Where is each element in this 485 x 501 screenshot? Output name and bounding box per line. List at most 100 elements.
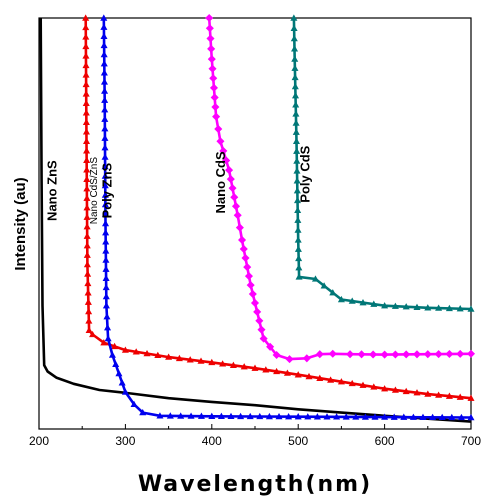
data-point: [82, 90, 90, 97]
data-point: [101, 125, 109, 132]
data-point: [241, 253, 250, 263]
data-point: [121, 388, 129, 395]
data-point: [315, 350, 324, 359]
data-point: [166, 412, 174, 419]
data-point: [175, 354, 183, 362]
data-point: [295, 273, 303, 280]
data-point: [84, 289, 92, 296]
series-label-nano-cds: Nano CdS: [213, 151, 228, 213]
data-point: [208, 358, 216, 366]
data-point: [293, 187, 301, 194]
data-point: [177, 412, 185, 419]
data-point: [82, 52, 90, 59]
data-point: [84, 270, 92, 277]
data-point: [85, 326, 93, 334]
data-point: [272, 350, 281, 360]
data-point: [100, 78, 108, 85]
data-point: [187, 412, 195, 419]
data-point: [226, 175, 235, 184]
data-point: [381, 302, 389, 309]
data-point: [253, 307, 262, 316]
data-point: [292, 110, 300, 117]
data-point: [100, 41, 108, 49]
data-point: [419, 413, 427, 420]
series-label-poly-cds: Poly CdS: [297, 145, 312, 202]
data-point: [342, 413, 350, 420]
data-point: [348, 297, 356, 304]
data-point: [262, 366, 270, 373]
data-point: [82, 71, 90, 78]
data-point: [295, 264, 303, 271]
data-point: [305, 372, 313, 380]
data-point: [83, 156, 91, 163]
data-point: [445, 392, 453, 399]
data-point: [390, 413, 398, 420]
data-point: [100, 60, 108, 67]
data-point: [104, 324, 112, 331]
data-point: [233, 211, 242, 220]
data-point: [83, 232, 91, 239]
data-point: [143, 349, 151, 357]
data-point: [84, 279, 92, 287]
data-point: [101, 87, 109, 94]
data-point: [259, 334, 268, 343]
data-point: [83, 137, 91, 144]
x-axis-ticks: 200 300 400 500 600 700: [29, 424, 481, 448]
data-point: [265, 412, 273, 420]
data-point: [434, 350, 443, 359]
data-point: [294, 216, 302, 223]
data-point: [83, 185, 91, 192]
data-point: [111, 342, 119, 350]
data-point: [273, 367, 281, 375]
data-point: [359, 298, 367, 306]
data-point: [214, 124, 223, 133]
data-point: [83, 242, 91, 249]
data-point: [313, 413, 321, 420]
data-point: [333, 413, 341, 420]
data-point: [348, 379, 356, 387]
data-point: [466, 349, 476, 358]
data-point: [346, 350, 355, 359]
data-point: [391, 302, 399, 309]
data-point: [101, 106, 109, 113]
data-point: [228, 184, 237, 193]
data-point: [100, 32, 108, 39]
data-point: [413, 303, 421, 310]
data-point: [207, 55, 216, 64]
data-point: [154, 351, 162, 359]
data-point: [293, 196, 302, 204]
data-point: [290, 14, 298, 21]
data-point: [380, 350, 389, 359]
data-point: [381, 413, 389, 420]
data-point: [83, 260, 91, 268]
data-point: [209, 74, 218, 83]
data-point: [391, 350, 400, 359]
y-axis-title: Intensity (au): [12, 177, 29, 270]
x-tick-label: 500: [288, 434, 308, 448]
data-point: [100, 23, 108, 30]
data-point: [165, 353, 173, 360]
data-point: [101, 153, 109, 160]
data-point: [132, 348, 140, 355]
data-point: [285, 413, 293, 420]
data-point: [294, 226, 302, 233]
data-point: [316, 374, 324, 381]
data-point: [328, 349, 337, 358]
data-point: [248, 290, 257, 299]
data-point: [82, 118, 90, 126]
data-point: [295, 254, 303, 262]
data-point: [112, 360, 120, 367]
data-point: [130, 400, 138, 408]
series-line-poly-cds: [292, 17, 472, 311]
data-point: [101, 181, 109, 189]
data-point: [104, 334, 112, 342]
data-point: [100, 69, 108, 76]
data-point: [208, 64, 217, 73]
data-point: [89, 330, 97, 338]
data-point: [139, 408, 147, 416]
data-point: [290, 34, 298, 42]
data-point: [82, 61, 90, 69]
data-point: [83, 147, 91, 154]
data-point: [82, 14, 90, 21]
data-point: [101, 210, 109, 217]
